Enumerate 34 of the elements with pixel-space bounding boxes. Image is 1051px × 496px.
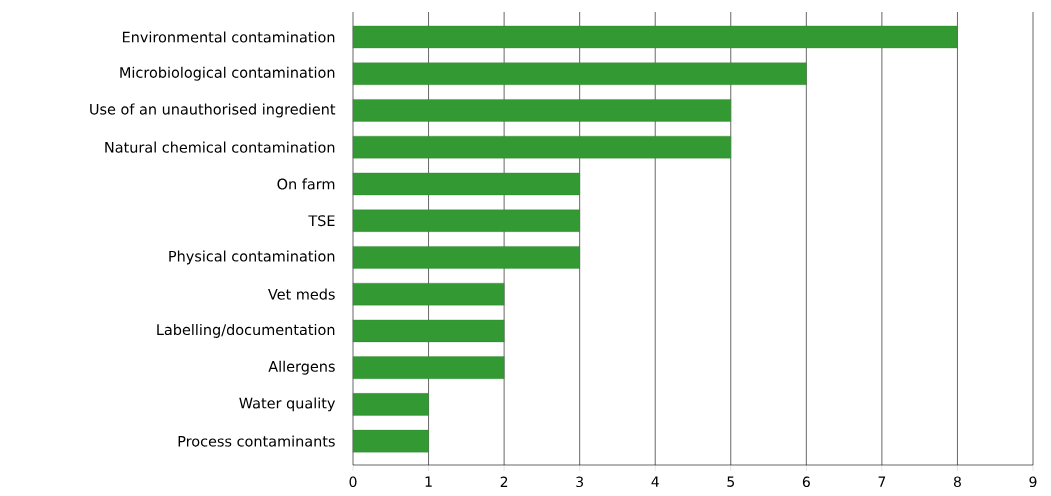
y-tick-label: Allergens: [268, 360, 335, 375]
bar: [352, 246, 580, 269]
bar: [352, 62, 807, 85]
y-tick-label: Environmental contamination: [122, 31, 335, 43]
x-tick-label: 0: [349, 476, 357, 488]
x-tick-label: 8: [953, 476, 961, 488]
x-tick-label: 2: [500, 476, 508, 487]
y-tick-label: Vet meds: [268, 288, 335, 300]
y-tick-label: Physical contamination: [169, 250, 335, 265]
bar: [352, 319, 505, 343]
y-tick-label: On farm: [277, 178, 335, 190]
bar: [352, 209, 580, 232]
bar: [352, 393, 429, 416]
bar: [352, 429, 429, 453]
x-tick-label: 1: [425, 476, 432, 487]
y-tick-label: Use of an unauthorised ingredient: [90, 103, 336, 118]
bar: [352, 282, 505, 306]
x-tick-label: 5: [727, 476, 734, 487]
bar: [352, 25, 958, 49]
x-tick-label: 9: [1029, 476, 1037, 488]
x-tick-label: 3: [576, 476, 583, 488]
x-tick-label: 4: [651, 476, 659, 487]
bar: [352, 356, 505, 379]
x-tick-label: 7: [878, 476, 886, 487]
y-tick-label: Labelling/documentation: [157, 323, 335, 338]
bar: [352, 99, 731, 122]
x-tick-label: 6: [802, 476, 810, 488]
y-tick-label: Process contaminants: [178, 435, 335, 447]
bar: [352, 136, 731, 159]
y-tick-label: TSE: [308, 215, 335, 227]
y-tick-label: Natural chemical contamination: [105, 141, 335, 153]
y-tick-label: Microbiological contamination: [120, 66, 335, 81]
bar: [352, 172, 580, 196]
y-tick-label: Water quality: [239, 397, 336, 412]
